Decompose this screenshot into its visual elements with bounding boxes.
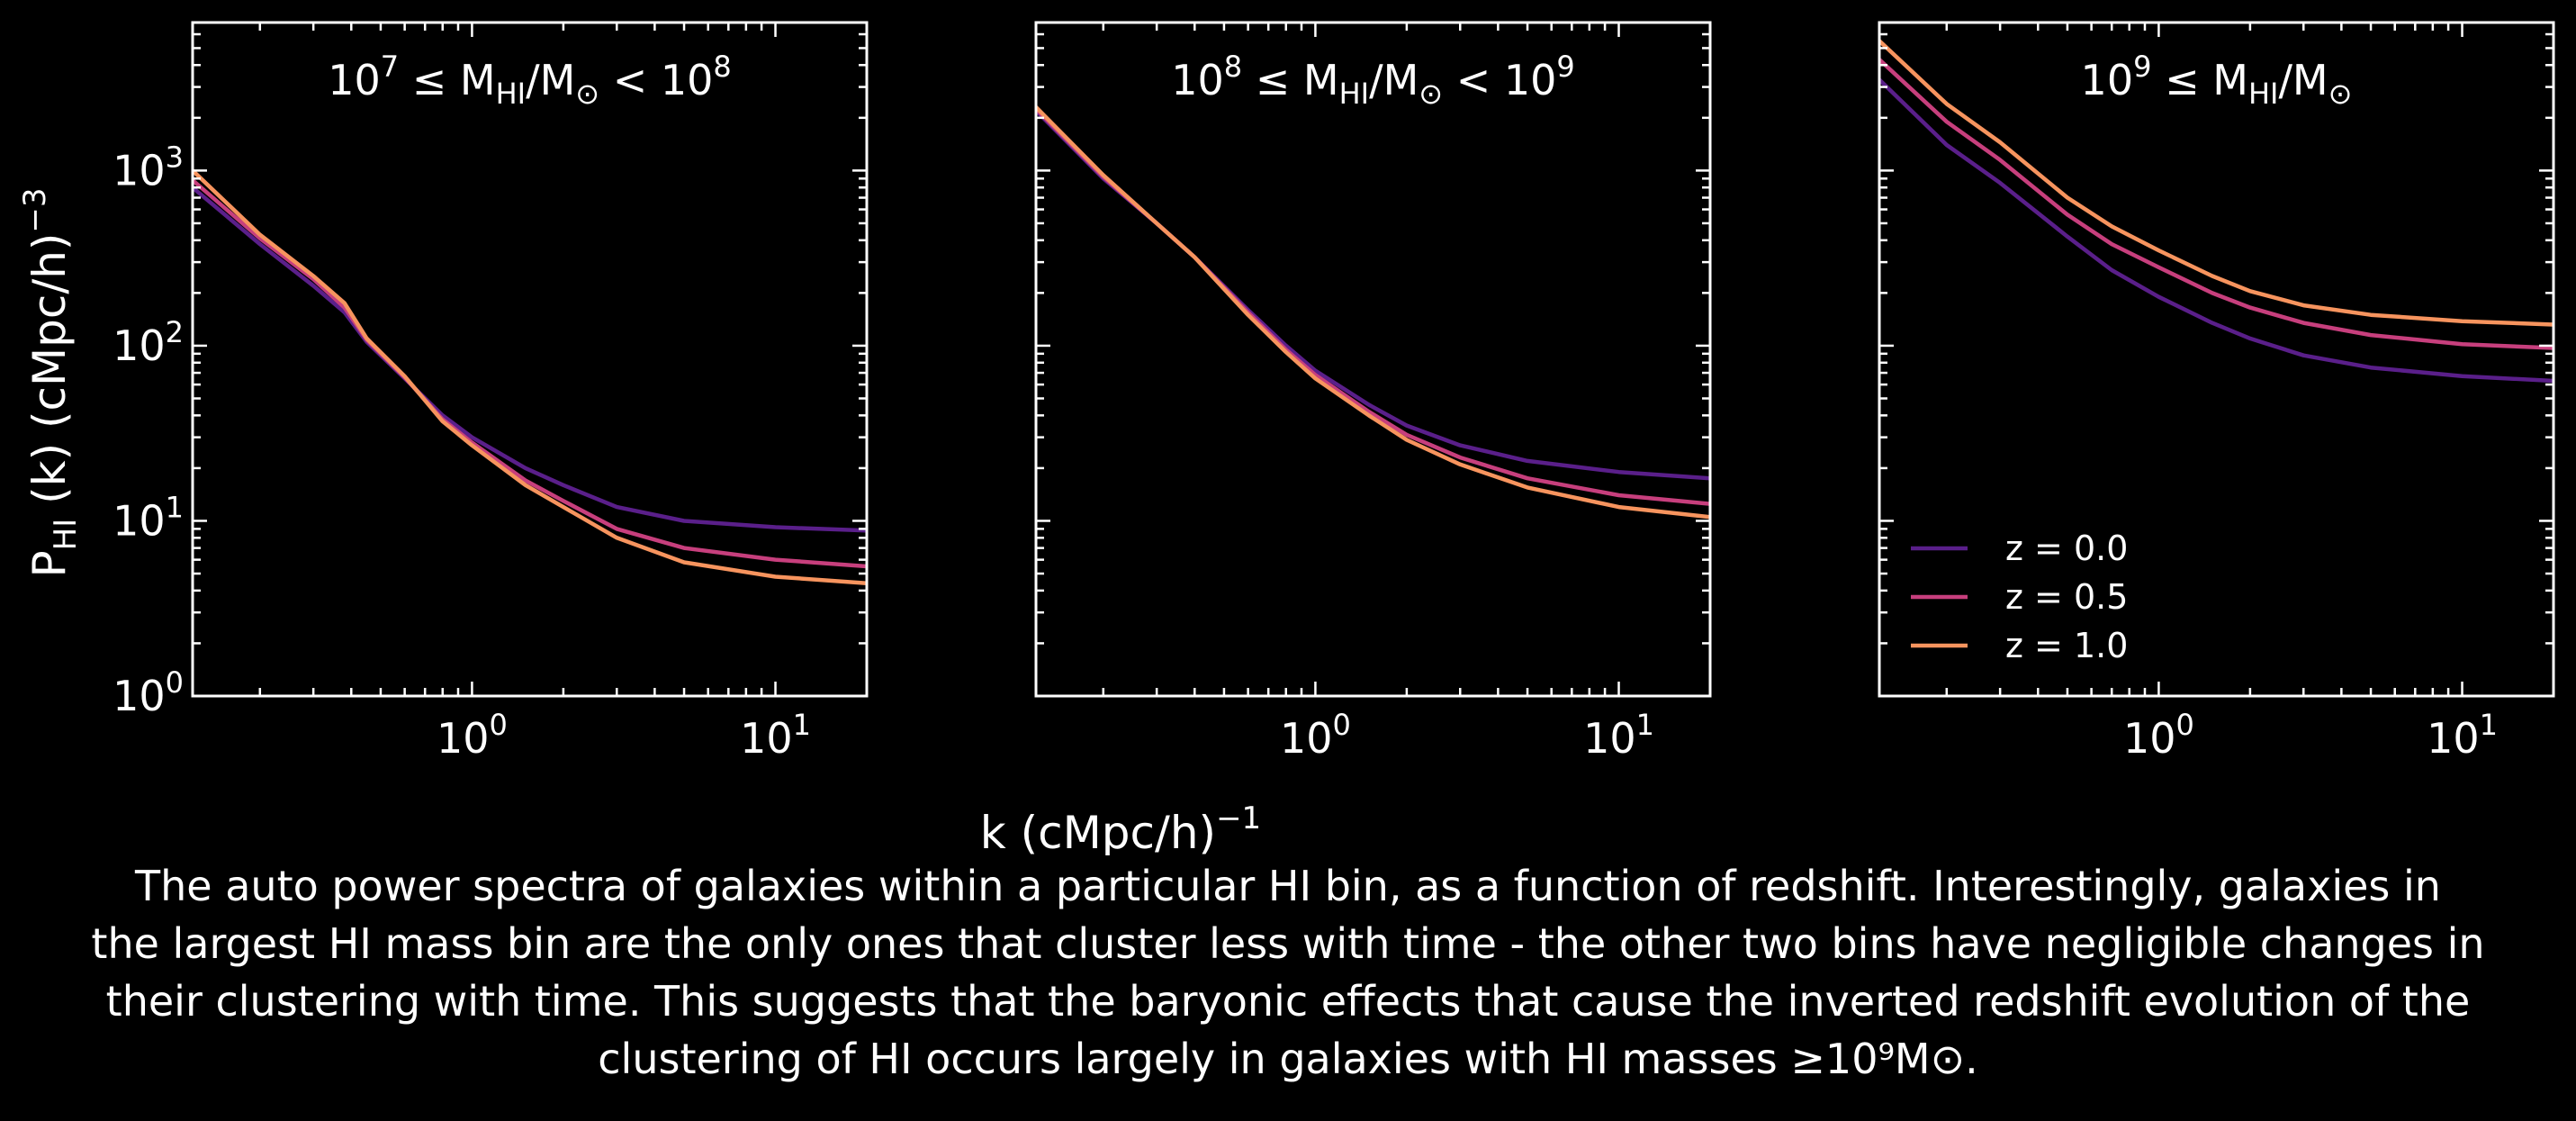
caption-line-2: the largest HI mass bin are the only one…: [91, 919, 2485, 968]
panel-2: 100 101 108 ≤ MHI/M⊙ < 109: [1034, 21, 1712, 763]
panel-2-frame: [1034, 21, 1712, 698]
panel-1-xtick-label: 101: [740, 708, 811, 763]
panel-1-frame: [191, 21, 869, 698]
panel-1-ytick-label: 101: [113, 490, 184, 545]
panel-1-xtick-label: 100: [437, 708, 508, 763]
panel-2-series-1-line: [1036, 109, 1710, 481]
panel-3-series-1-line: [1879, 77, 2553, 384]
panel-2-series-3-line: [1036, 105, 1710, 520]
panel-3-xtick-label: 100: [2123, 708, 2194, 763]
panel-3-xtick-label: 101: [2427, 708, 2498, 763]
panel-3-frame: [1878, 21, 2555, 698]
panel-1-series-2-line: [193, 178, 867, 569]
panel-1: 100 101 100 101 102 103 107 ≤ MHI/M⊙ < 108: [113, 21, 869, 763]
caption-line-1: The auto power spectra of galaxies withi…: [135, 862, 2441, 910]
panel-2-series-2-line: [1036, 107, 1710, 506]
panel-1-ytick-label: 100: [113, 665, 184, 720]
panel-3-series-3-line: [1879, 39, 2553, 327]
panel-3-title: 109 ≤ MHI/M⊙: [2081, 50, 2353, 111]
legend-label-3: z = 1.0: [2005, 626, 2128, 665]
panel-1-ytick-label: 102: [113, 315, 184, 370]
legend: z = 0.0 z = 0.5 z = 1.0: [1911, 529, 2128, 665]
figure-caption: The auto power spectra of galaxies withi…: [0, 857, 2576, 1088]
legend-label-1: z = 0.0: [2005, 529, 2128, 568]
panel-2-title: 108 ≤ MHI/M⊙ < 109: [1171, 50, 1575, 111]
y-axis-label: PHI (k) (cMpc/h)−3: [17, 187, 84, 577]
caption-line-4: clustering of HI occurs largely in galax…: [598, 1035, 1978, 1083]
legend-label-2: z = 0.5: [2005, 577, 2128, 617]
panel-1-title: 107 ≤ MHI/M⊙ < 108: [328, 50, 732, 111]
panel-1-ytick-label: 103: [113, 140, 184, 194]
x-axis-label: k (cMpc/h)−1: [980, 800, 1261, 855]
panel-2-xtick-label: 101: [1583, 708, 1654, 763]
panel-3-series-2-line: [1879, 58, 2553, 350]
panel-2-xtick-label: 100: [1280, 708, 1351, 763]
caption-line-3: their clustering with time. This suggest…: [105, 977, 2471, 1026]
axis-labels-group: PHI (k) (cMpc/h)−3 k (cMpc/h)−1: [17, 187, 1261, 855]
panel-1-series-1-line: [193, 185, 867, 533]
panel-3: 100 101 109 ≤ MHI/M⊙ z = 0.0 z = 0.5 z = 1.0: [1878, 21, 2555, 763]
panel-1-series-3-line: [193, 168, 867, 586]
